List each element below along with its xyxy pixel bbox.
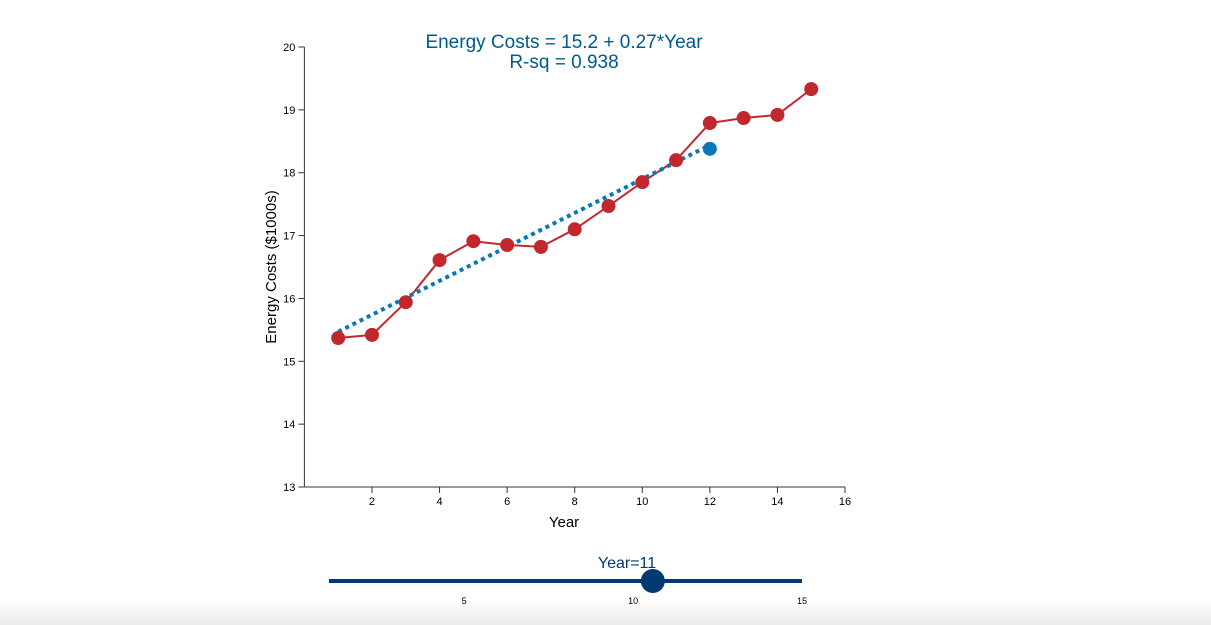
data-point	[804, 82, 819, 97]
data-point	[669, 153, 684, 168]
data-point	[601, 199, 616, 214]
y-tick-label: 13	[283, 482, 295, 494]
y-tick-label: 19	[283, 105, 295, 117]
bottom-band	[0, 598, 1211, 625]
data-point	[398, 295, 413, 310]
x-tick-label: 14	[771, 496, 783, 508]
slider-tick-label: 15	[797, 596, 807, 606]
x-tick-label: 2	[369, 496, 375, 508]
data-point	[635, 175, 650, 190]
y-tick-label: 20	[283, 42, 295, 54]
chart-subtitle: R-sq = 0.938	[509, 52, 618, 73]
x-tick-label: 4	[436, 496, 442, 508]
y-tick-label: 14	[283, 419, 295, 431]
slider-tick-label: 10	[628, 596, 638, 606]
regression-line	[337, 143, 711, 334]
y-tick-label: 16	[283, 293, 295, 305]
y-tick-label: 18	[283, 168, 295, 180]
y-tick-label: 15	[283, 356, 295, 368]
data-point	[533, 239, 548, 254]
y-tick-label: 17	[283, 231, 295, 243]
data-point	[736, 111, 751, 126]
y-axis-label: Energy Costs ($1000s)	[263, 190, 280, 343]
data-point	[770, 107, 785, 122]
data-point	[567, 222, 582, 237]
slider-label: Year=11	[598, 555, 656, 572]
chart-title: Energy Costs = 15.2 + 0.27*Year	[425, 32, 703, 53]
data-point	[466, 234, 481, 249]
data-point	[364, 327, 379, 342]
x-tick-label: 16	[839, 496, 851, 508]
prediction-point	[702, 141, 717, 156]
data-point	[432, 253, 447, 268]
year-slider[interactable]: Year=11 5 10 15	[329, 555, 807, 606]
x-tick-label: 10	[636, 496, 648, 508]
x-tick-label: 12	[704, 496, 716, 508]
slider-handle[interactable]	[640, 569, 665, 593]
x-axis-label: Year	[549, 514, 579, 531]
x-tick-label: 8	[572, 496, 578, 508]
data-point	[702, 116, 717, 131]
slider-tick-label: 5	[462, 596, 467, 606]
data-point	[331, 331, 346, 346]
data-point	[500, 238, 515, 252]
x-tick-label: 6	[504, 496, 510, 508]
